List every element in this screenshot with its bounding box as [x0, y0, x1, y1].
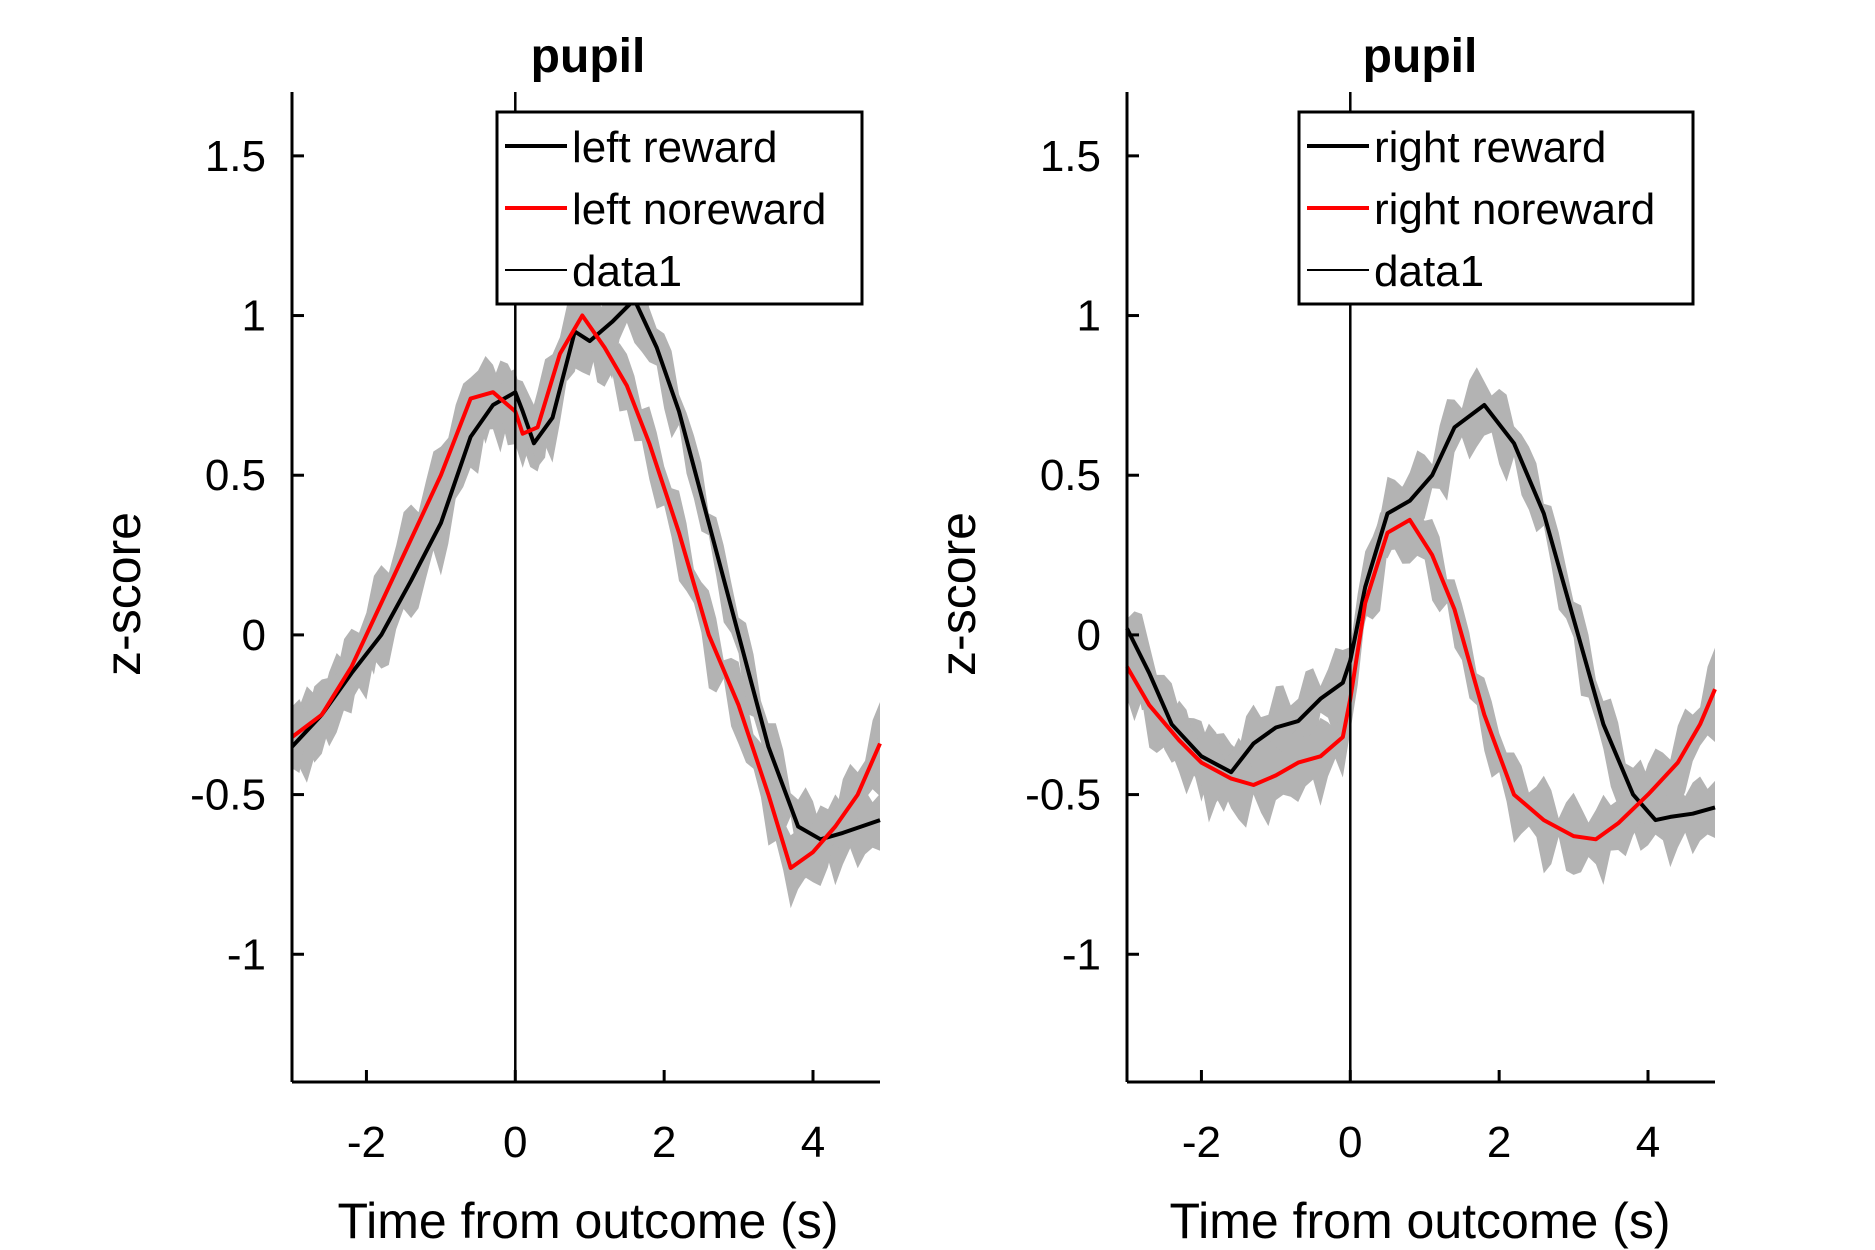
x-axis-label: Time from outcome (s) — [337, 1193, 838, 1249]
plot-area: -1 -0.5 0 0.5 1 1.5 -2 0 2 4 — [1025, 92, 1717, 1167]
y-tick-label: 0 — [1077, 611, 1101, 660]
x-tick-label: 4 — [801, 1118, 825, 1167]
y-tick-label: -1 — [1062, 930, 1101, 979]
legend-label-right-reward: right reward — [1374, 123, 1606, 172]
y-tick-label: -0.5 — [190, 771, 266, 820]
plot-area: -1 -0.5 0 0.5 1 1.5 -2 0 2 4 — [190, 92, 882, 1167]
y-tick-label: 0.5 — [1040, 451, 1101, 500]
series-line — [1125, 403, 1716, 823]
legend: left reward left noreward data1 — [495, 110, 864, 306]
y-tick-label: 1 — [1077, 292, 1101, 341]
error-band — [1127, 367, 1715, 868]
panel-title: pupil — [1363, 30, 1478, 83]
x-tick-label: 2 — [1487, 1118, 1511, 1167]
error-band — [292, 287, 880, 909]
y-tick-label: -1 — [227, 930, 266, 979]
y-tick-label: 0 — [242, 611, 266, 660]
x-axis-label: Time from outcome (s) — [1169, 1193, 1670, 1249]
y-tick-label: -0.5 — [1025, 771, 1101, 820]
left-panel: pupil z-score Time from outcome (s) -1 -0… — [95, 30, 882, 1249]
y-axis-label: z-score — [95, 512, 151, 676]
series-line — [290, 313, 882, 870]
x-tick-label: 0 — [503, 1118, 527, 1167]
panel-title: pupil — [531, 30, 646, 83]
legend-label-data1: data1 — [1374, 247, 1484, 296]
y-tick-label: 0.5 — [205, 451, 266, 500]
series-line — [1125, 517, 1717, 842]
x-tick-label: 0 — [1338, 1118, 1362, 1167]
y-tick-label: 1.5 — [1040, 132, 1101, 181]
x-tick-label: 4 — [1636, 1118, 1660, 1167]
x-tick-label: 2 — [652, 1118, 676, 1167]
legend-label-right-noreward: right noreward — [1374, 185, 1655, 234]
right-panel: pupil z-score Time from outcome (s) -1 -0… — [930, 30, 1717, 1249]
y-tick-label: 1.5 — [205, 132, 266, 181]
legend-label-left-noreward: left noreward — [572, 185, 826, 234]
x-tick-label: -2 — [347, 1118, 386, 1167]
legend-label-data1: data1 — [572, 247, 682, 296]
x-tick-label: -2 — [1182, 1118, 1221, 1167]
legend: right reward right noreward data1 — [1297, 110, 1695, 306]
legend-label-left-reward: left reward — [572, 123, 777, 172]
y-axis-label: z-score — [930, 512, 986, 676]
y-tick-label: 1 — [242, 292, 266, 341]
error-band — [1127, 478, 1715, 885]
